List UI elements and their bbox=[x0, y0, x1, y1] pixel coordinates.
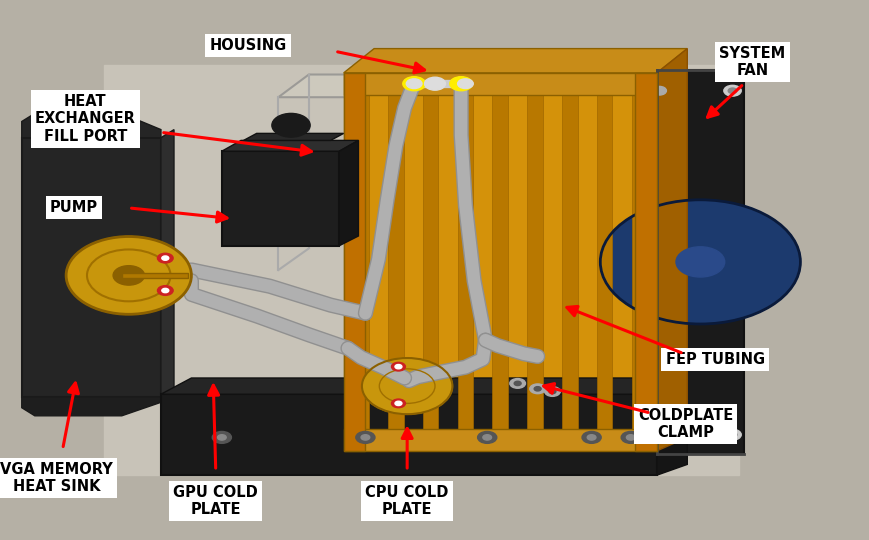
Polygon shape bbox=[104, 65, 739, 475]
Circle shape bbox=[424, 77, 445, 90]
Polygon shape bbox=[634, 73, 656, 451]
Polygon shape bbox=[343, 73, 656, 451]
Polygon shape bbox=[22, 113, 161, 138]
Circle shape bbox=[482, 435, 491, 440]
Polygon shape bbox=[343, 73, 656, 94]
Circle shape bbox=[727, 88, 736, 93]
Polygon shape bbox=[656, 70, 743, 454]
Circle shape bbox=[355, 431, 375, 443]
Text: SYSTEM
FAN: SYSTEM FAN bbox=[719, 46, 785, 78]
Polygon shape bbox=[161, 130, 174, 397]
Circle shape bbox=[675, 247, 724, 277]
Text: PUMP: PUMP bbox=[50, 200, 98, 215]
Polygon shape bbox=[222, 140, 358, 151]
Circle shape bbox=[514, 381, 521, 386]
Polygon shape bbox=[492, 76, 507, 446]
Polygon shape bbox=[161, 378, 687, 394]
Circle shape bbox=[113, 266, 144, 285]
Polygon shape bbox=[343, 73, 365, 451]
Polygon shape bbox=[161, 394, 656, 475]
Text: HEAT
EXCHANGER
FILL PORT: HEAT EXCHANGER FILL PORT bbox=[35, 94, 136, 144]
Circle shape bbox=[395, 401, 401, 406]
Polygon shape bbox=[22, 397, 161, 416]
Text: CPU COLD
PLATE: CPU COLD PLATE bbox=[365, 485, 448, 517]
Polygon shape bbox=[527, 76, 542, 446]
Polygon shape bbox=[656, 49, 687, 451]
Polygon shape bbox=[596, 76, 612, 446]
Polygon shape bbox=[353, 76, 368, 446]
Polygon shape bbox=[631, 76, 647, 446]
Polygon shape bbox=[122, 273, 188, 278]
Circle shape bbox=[723, 429, 740, 440]
Polygon shape bbox=[339, 140, 358, 246]
Circle shape bbox=[402, 77, 425, 91]
Circle shape bbox=[626, 435, 634, 440]
Circle shape bbox=[162, 288, 169, 293]
Circle shape bbox=[391, 399, 405, 408]
Polygon shape bbox=[457, 76, 473, 446]
Polygon shape bbox=[422, 76, 438, 446]
Text: VGA MEMORY
HEAT SINK: VGA MEMORY HEAT SINK bbox=[0, 462, 113, 494]
Circle shape bbox=[361, 435, 369, 440]
Polygon shape bbox=[278, 75, 687, 97]
Circle shape bbox=[406, 79, 421, 89]
Circle shape bbox=[217, 435, 226, 440]
Circle shape bbox=[272, 113, 310, 137]
Circle shape bbox=[212, 431, 231, 443]
Polygon shape bbox=[561, 76, 577, 446]
Circle shape bbox=[362, 358, 452, 414]
Circle shape bbox=[727, 432, 736, 437]
Circle shape bbox=[157, 253, 173, 263]
Circle shape bbox=[652, 430, 666, 439]
Circle shape bbox=[477, 431, 496, 443]
Polygon shape bbox=[22, 138, 161, 397]
Text: FEP TUBING: FEP TUBING bbox=[665, 352, 764, 367]
Circle shape bbox=[395, 364, 401, 369]
Text: GPU COLD
PLATE: GPU COLD PLATE bbox=[173, 485, 258, 517]
Circle shape bbox=[391, 362, 405, 371]
Polygon shape bbox=[243, 133, 343, 140]
Circle shape bbox=[581, 431, 600, 443]
Polygon shape bbox=[656, 378, 687, 475]
Circle shape bbox=[162, 256, 169, 260]
Circle shape bbox=[449, 77, 472, 91]
Circle shape bbox=[544, 387, 560, 396]
Circle shape bbox=[652, 86, 666, 95]
Circle shape bbox=[529, 384, 545, 394]
Text: COLDPLATE
CLAMP: COLDPLATE CLAMP bbox=[637, 408, 733, 440]
Circle shape bbox=[587, 435, 595, 440]
Circle shape bbox=[66, 237, 191, 314]
Polygon shape bbox=[222, 151, 339, 246]
Text: HOUSING: HOUSING bbox=[209, 38, 286, 53]
Circle shape bbox=[600, 200, 799, 324]
Circle shape bbox=[534, 387, 541, 391]
Circle shape bbox=[457, 79, 473, 89]
Circle shape bbox=[620, 431, 640, 443]
Polygon shape bbox=[343, 49, 687, 73]
Circle shape bbox=[723, 85, 740, 96]
Circle shape bbox=[509, 379, 525, 388]
Circle shape bbox=[548, 389, 555, 394]
Circle shape bbox=[157, 286, 173, 295]
Polygon shape bbox=[343, 429, 656, 451]
Polygon shape bbox=[388, 76, 403, 446]
